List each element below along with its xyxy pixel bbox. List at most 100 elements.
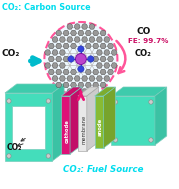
Circle shape (60, 50, 65, 55)
Text: CO₂: Carbon Source: CO₂: Carbon Source (2, 3, 91, 12)
Circle shape (71, 69, 76, 75)
Circle shape (112, 63, 117, 68)
Circle shape (89, 76, 95, 81)
Circle shape (100, 30, 106, 36)
Circle shape (86, 30, 91, 36)
Circle shape (82, 24, 87, 29)
Circle shape (82, 89, 87, 94)
Circle shape (7, 99, 11, 103)
Polygon shape (5, 84, 64, 93)
Circle shape (71, 43, 76, 49)
Text: CO₂: CO₂ (7, 143, 22, 152)
Circle shape (97, 37, 102, 42)
Circle shape (86, 69, 91, 75)
Circle shape (74, 76, 80, 81)
Circle shape (97, 50, 102, 55)
Circle shape (63, 30, 69, 36)
Circle shape (112, 50, 117, 55)
Text: CO: CO (136, 26, 151, 36)
Circle shape (104, 63, 110, 68)
Circle shape (60, 37, 65, 42)
Circle shape (78, 30, 84, 36)
Text: CO₂: CO₂ (2, 50, 20, 59)
Circle shape (78, 66, 84, 72)
Circle shape (78, 82, 84, 88)
Polygon shape (112, 87, 167, 96)
Circle shape (60, 76, 65, 81)
Circle shape (56, 56, 61, 62)
Circle shape (67, 24, 72, 29)
Circle shape (100, 69, 106, 75)
Circle shape (93, 56, 98, 62)
Circle shape (52, 63, 58, 68)
Circle shape (108, 69, 113, 75)
Text: anode: anode (98, 118, 103, 136)
Polygon shape (95, 87, 115, 96)
Circle shape (49, 69, 54, 75)
Circle shape (108, 43, 113, 49)
Polygon shape (52, 84, 64, 161)
Circle shape (74, 37, 80, 42)
Circle shape (71, 30, 76, 36)
Circle shape (82, 37, 87, 42)
Circle shape (149, 100, 153, 104)
Circle shape (49, 56, 54, 62)
Circle shape (89, 89, 95, 94)
Polygon shape (155, 87, 167, 145)
Circle shape (63, 56, 69, 62)
Circle shape (149, 138, 153, 142)
Circle shape (100, 82, 106, 88)
Circle shape (67, 89, 72, 94)
Circle shape (86, 43, 91, 49)
Polygon shape (112, 96, 155, 145)
Polygon shape (78, 87, 99, 96)
Circle shape (97, 76, 102, 81)
Circle shape (56, 30, 61, 36)
Polygon shape (78, 96, 87, 151)
Text: membrane: membrane (81, 114, 86, 144)
Circle shape (104, 50, 110, 55)
Circle shape (93, 30, 98, 36)
Circle shape (71, 82, 76, 88)
Polygon shape (70, 87, 82, 154)
Polygon shape (5, 93, 52, 161)
Circle shape (82, 76, 87, 81)
Circle shape (63, 69, 69, 75)
Circle shape (52, 76, 58, 81)
Circle shape (93, 69, 98, 75)
Circle shape (68, 56, 74, 62)
Circle shape (88, 56, 94, 62)
Polygon shape (61, 87, 82, 96)
Circle shape (104, 76, 110, 81)
Circle shape (93, 82, 98, 88)
Polygon shape (104, 87, 115, 148)
Circle shape (63, 82, 69, 88)
Circle shape (56, 82, 61, 88)
Circle shape (89, 24, 95, 29)
Circle shape (74, 89, 80, 94)
Polygon shape (87, 87, 99, 151)
Polygon shape (61, 96, 70, 154)
Circle shape (7, 154, 11, 158)
Text: CO₂: CO₂ (134, 49, 151, 57)
Polygon shape (95, 96, 104, 148)
Circle shape (86, 82, 91, 88)
Circle shape (113, 138, 118, 142)
Circle shape (113, 100, 118, 104)
Circle shape (104, 37, 110, 42)
Circle shape (56, 69, 61, 75)
Circle shape (52, 37, 58, 42)
Circle shape (60, 63, 65, 68)
Circle shape (108, 56, 113, 62)
Circle shape (78, 46, 84, 52)
Polygon shape (12, 106, 45, 149)
Circle shape (45, 50, 50, 55)
Circle shape (97, 63, 102, 68)
Text: CO₂: Fuel Source: CO₂: Fuel Source (63, 164, 144, 174)
Circle shape (49, 43, 54, 49)
Circle shape (74, 24, 80, 29)
Circle shape (89, 37, 95, 42)
FancyArrowPatch shape (117, 41, 125, 73)
Circle shape (100, 56, 106, 62)
Circle shape (67, 37, 72, 42)
